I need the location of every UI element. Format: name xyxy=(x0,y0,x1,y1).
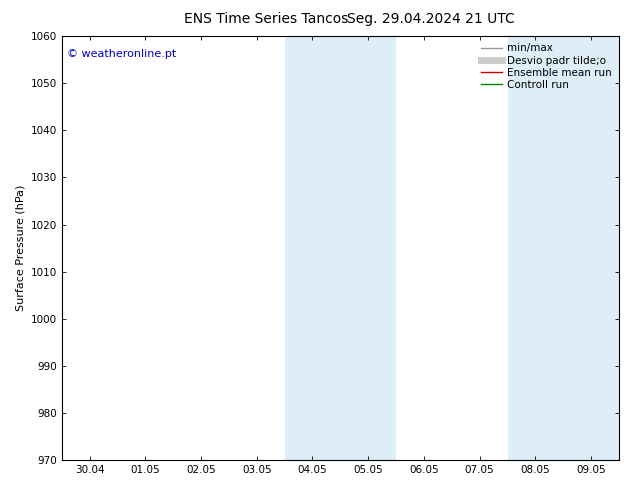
Y-axis label: Surface Pressure (hPa): Surface Pressure (hPa) xyxy=(15,185,25,311)
Text: Seg. 29.04.2024 21 UTC: Seg. 29.04.2024 21 UTC xyxy=(347,12,515,26)
Text: ENS Time Series Tancos: ENS Time Series Tancos xyxy=(184,12,349,26)
Text: © weatheronline.pt: © weatheronline.pt xyxy=(67,49,176,59)
Legend: min/max, Desvio padr tilde;o, Ensemble mean run, Controll run: min/max, Desvio padr tilde;o, Ensemble m… xyxy=(477,39,616,94)
Bar xyxy=(508,36,619,460)
Bar xyxy=(285,36,396,460)
